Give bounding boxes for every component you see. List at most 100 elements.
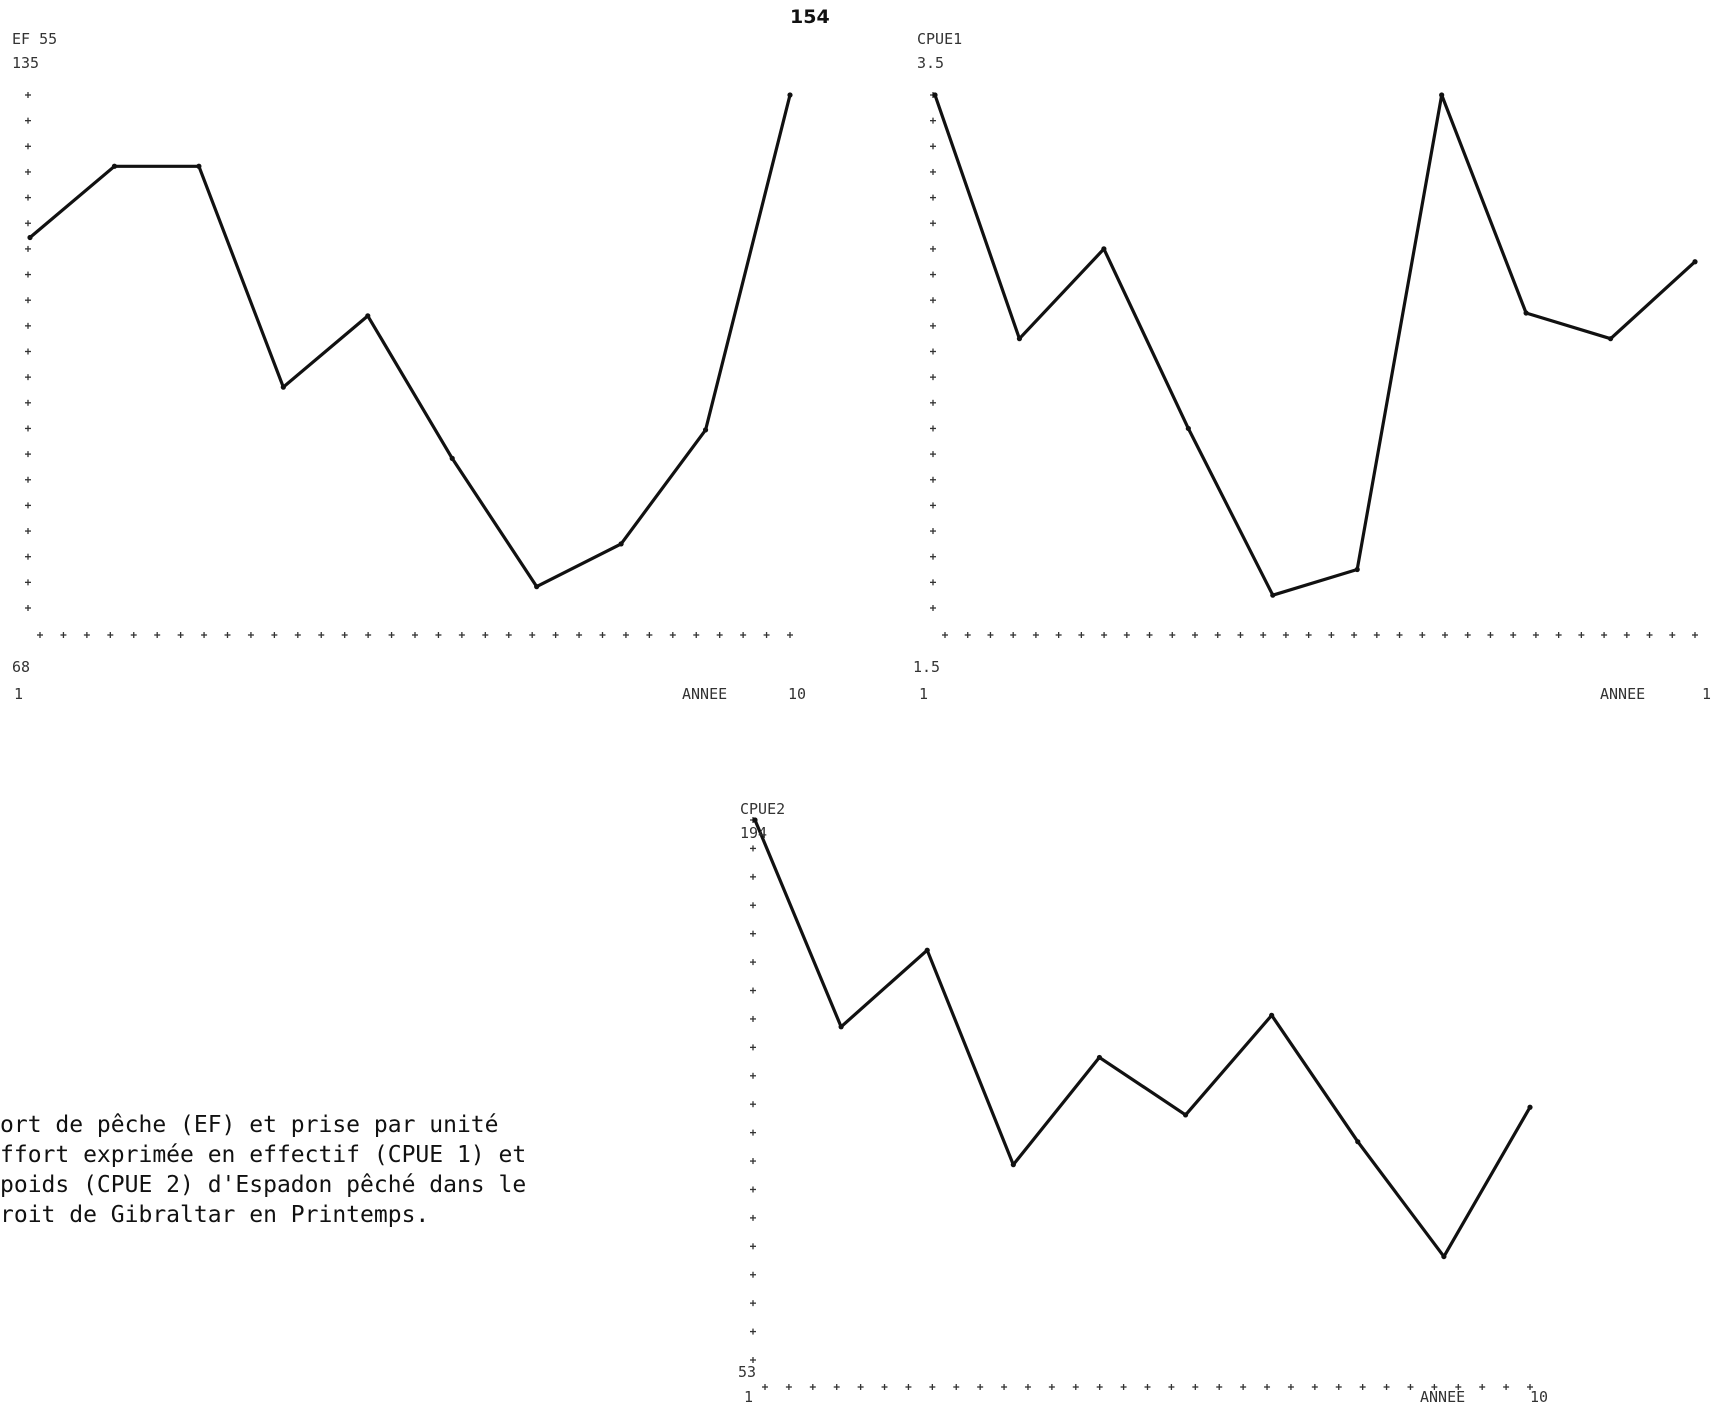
chart-cpue2-ytick [750, 1243, 756, 1250]
chart-cpue1-ytick [930, 605, 936, 611]
chart-ef-xlabel: ANNEE [682, 685, 728, 703]
chart-cpue2-point [1269, 1012, 1275, 1018]
chart-cpue1-xtick [1487, 632, 1494, 638]
chart-cpue1-xtick [1192, 632, 1198, 638]
chart-cpue1-xtick [1101, 632, 1108, 638]
chart-ef-point [196, 163, 202, 169]
chart-ef-ymax-label: 135 [12, 54, 40, 72]
chart-cpue2-ytick [750, 845, 756, 852]
chart-cpue2-ytick [750, 1186, 756, 1193]
chart-ef-ytick [25, 220, 31, 227]
chart-ef-xtick [388, 632, 395, 638]
chart-cpue2-point [1096, 1054, 1103, 1061]
chart-cpue2-ytick [750, 1129, 756, 1136]
chart-cpue1-xtick [1214, 632, 1221, 638]
chart-cpue1-xtick [1442, 632, 1448, 638]
chart-cpue1-ytick [930, 579, 936, 586]
chart-ef-point [702, 427, 709, 433]
chart-cpue1-ytick [930, 220, 936, 227]
chart-cpue1-point [1439, 92, 1445, 98]
chart-cpue1-ytick [930, 374, 936, 381]
chart-ef-ytick [25, 553, 31, 560]
chart-cpue1-xtick [1555, 632, 1562, 638]
chart-ef-xtick [224, 632, 231, 638]
chart-ef-svg [25, 92, 793, 638]
chart-cpue2-xtick [1311, 1384, 1318, 1390]
chart-cpue2-xtick [1479, 1384, 1486, 1390]
chart-ef-ytick [25, 245, 31, 252]
chart-cpue2-point [1182, 1112, 1189, 1118]
chart-cpue1-xtick [1351, 632, 1358, 638]
chart-cpue1-ytick [930, 425, 936, 432]
chart-ef-ytick [25, 399, 31, 406]
chart-cpue2-point [1441, 1253, 1447, 1260]
chart-ef-point [618, 541, 624, 547]
chart-cpue1-ytick [930, 399, 936, 406]
chart-cpue1-ytick [930, 168, 936, 175]
chart-cpue2-ymin-label: 53 [738, 1363, 757, 1381]
chart-cpue2-xtick [1120, 1384, 1127, 1390]
chart-cpue1-ytick [930, 528, 936, 535]
chart-cpue1-xtick [1305, 632, 1312, 638]
chart-cpue1-xtick [1578, 632, 1585, 638]
chart-ef-xtick [740, 632, 747, 638]
caption-line-4: roit de Gibraltar en Printemps. [0, 1202, 430, 1228]
chart-ef: EF 55 135 68 1 ANNEE 10 [0, 30, 830, 720]
chart-cpue1-series-line [933, 93, 1697, 597]
chart-cpue1-ytick [930, 476, 936, 483]
chart-ef-xtick [60, 632, 67, 638]
chart-cpue1-xtick [964, 632, 971, 638]
chart-ef-xtick [646, 632, 653, 638]
chart-ef-xtick [482, 632, 489, 638]
chart-cpue2-ytick [750, 902, 756, 909]
chart-cpue1-point [1354, 566, 1360, 573]
chart-cpue2-ymax-label: 194 [740, 824, 768, 842]
chart-cpue1-xtick [1623, 632, 1630, 638]
chart-cpue1-point [1270, 592, 1276, 598]
chart-cpue2-xtick [809, 1384, 816, 1390]
chart-cpue2-point [752, 817, 758, 823]
chart-cpue1-xtick [1692, 632, 1698, 638]
chart-cpue2-ytick [750, 1328, 756, 1335]
chart-ef-xtick [693, 632, 700, 638]
chart-cpue1-point [1185, 425, 1191, 432]
chart-ef-ytick [25, 502, 31, 509]
chart-cpue1-xtick [942, 632, 948, 638]
chart-ef-xtick [763, 632, 770, 638]
chart-cpue1-ytick [930, 245, 936, 252]
chart-ef-ytick [25, 271, 31, 278]
chart-ef-ytick [25, 348, 31, 355]
chart-cpue2-xtick [977, 1384, 984, 1390]
chart-cpue2-xtick [905, 1384, 912, 1390]
chart-cpue2-ytick [750, 1271, 756, 1278]
chart-cpue1-point [932, 92, 938, 98]
chart-ef-ytick [25, 425, 31, 432]
chart-ef-ymin-label: 68 [12, 658, 31, 676]
chart-ef-xtick [177, 632, 184, 638]
chart-cpue1-xtick [1669, 632, 1676, 638]
chart-cpue2-ytick [750, 1300, 756, 1307]
chart-cpue1-xtick [1032, 632, 1039, 638]
chart-ef-ylabel: EF 55 [12, 30, 58, 48]
chart-cpue2-xtick [1359, 1384, 1366, 1390]
chart-cpue2-xtick [1024, 1384, 1031, 1390]
chart-cpue1-ytick [930, 348, 936, 355]
chart-ef-ytick [25, 528, 31, 535]
chart-cpue2-xtick [1001, 1384, 1008, 1390]
caption-line-1: ort de pêche (EF) et prise par unité [0, 1112, 499, 1138]
figure-caption: ort de pêche (EF) et prise par unité ffo… [0, 1110, 720, 1230]
chart-cpue1-ytick [930, 117, 936, 124]
chart-ef-xtick [37, 632, 43, 638]
chart-ef-ytick [25, 374, 31, 381]
chart-cpue1-ytick [930, 502, 936, 509]
chart-cpue2-xtick [881, 1384, 888, 1390]
chart-ef-ytick [25, 605, 31, 611]
caption-line-2: ffort exprimée en effectif (CPUE 1) et [0, 1142, 527, 1168]
chart-cpue2-ytick [750, 1158, 756, 1165]
chart-cpue2-xtick [785, 1384, 792, 1390]
chart-cpue1-ymin-label: 1.5 [913, 658, 941, 676]
chart-ef-xmin-label: 1 [14, 685, 24, 703]
chart-cpue1-xtick [1373, 632, 1380, 638]
chart-cpue1-xtick [1328, 632, 1335, 638]
chart-cpue1-xtick [1146, 632, 1153, 638]
